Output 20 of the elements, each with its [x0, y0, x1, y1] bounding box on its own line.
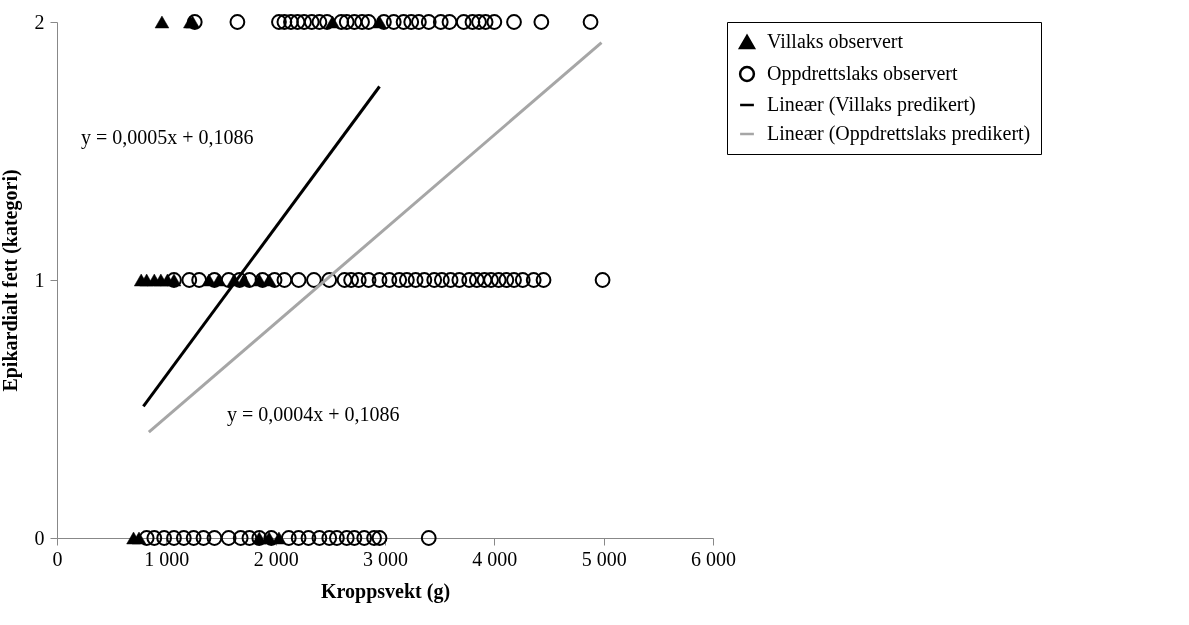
x-tick-label: 3 000	[363, 547, 408, 570]
y-tick-label: 0	[34, 526, 45, 549]
annotation: y = 0,0004x + 0,1086	[227, 403, 400, 426]
x-tick-label: 1 000	[144, 547, 190, 570]
legend-label: Lineær (Villaks predikert)	[767, 93, 976, 116]
x-tick-label: 4 000	[472, 547, 518, 570]
x-axis-title: Kroppsvekt (g)	[320, 579, 451, 603]
legend-label: Villaks observert	[767, 30, 904, 52]
y-axis-title: Epikardialt fett (kategori)	[0, 169, 22, 392]
x-tick-label: 6 000	[691, 547, 736, 570]
y-tick-label: 1	[34, 268, 45, 291]
legend-label: Oppdrettslaks observert	[767, 62, 958, 85]
annotation: y = 0,0005x + 0,1086	[81, 126, 254, 149]
y-tick-label: 2	[34, 10, 45, 33]
x-tick-label: 2 000	[253, 547, 299, 570]
legend-label: Lineær (Oppdrettslaks predikert)	[767, 122, 1031, 145]
x-tick-label: 5 000	[581, 547, 627, 570]
x-tick-label: 0	[52, 547, 63, 570]
point	[154, 15, 170, 29]
point	[131, 531, 147, 545]
